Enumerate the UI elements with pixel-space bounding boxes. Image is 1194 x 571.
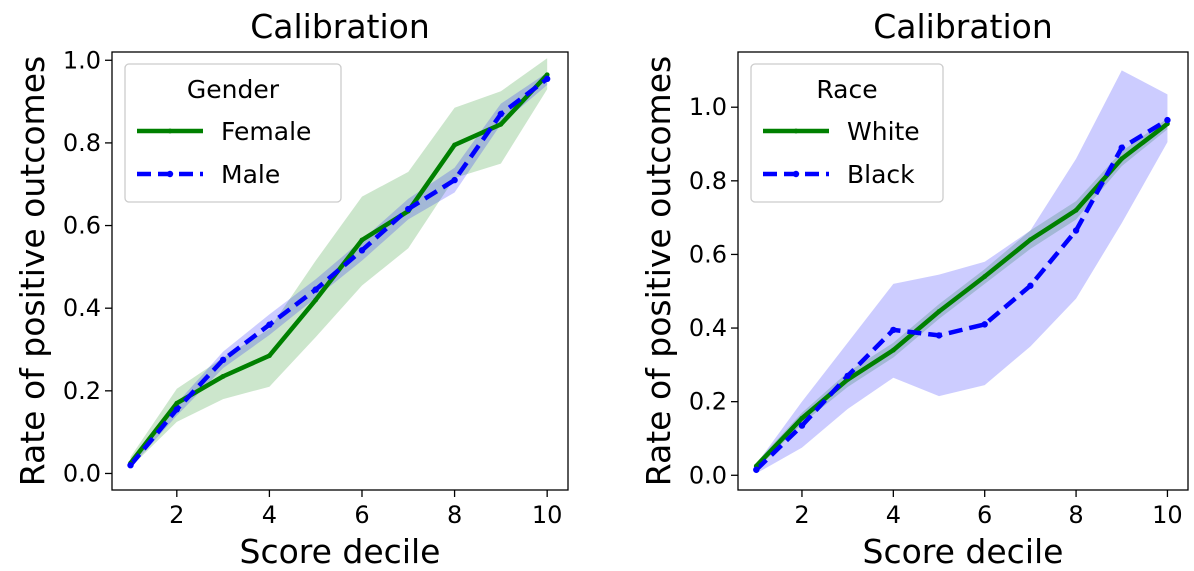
series-line-male [128, 77, 549, 467]
x-tick-label: 2 [169, 501, 184, 529]
data-point-female [452, 142, 457, 148]
data-point-male [358, 247, 366, 254]
data-point-male [451, 176, 458, 184]
data-point-black [798, 422, 806, 429]
x-tick-label: 4 [886, 501, 901, 529]
data-point-black [890, 326, 897, 334]
legend-box [124, 63, 342, 203]
legend-marker-male [166, 170, 174, 178]
plot-frame [737, 51, 1189, 491]
data-point-male [405, 205, 412, 213]
data-point-black [753, 466, 760, 473]
data-point-female [313, 297, 319, 303]
y-tick-label: 0.4 [689, 314, 727, 342]
chart-title: Calibration [250, 7, 430, 46]
y-tick-label: 0.4 [63, 294, 101, 322]
legend-title: Race [816, 75, 877, 104]
series-line-black [754, 118, 1169, 472]
data-point-white [890, 347, 896, 353]
data-point-white [982, 274, 988, 279]
data-point-male [219, 356, 227, 364]
x-tick-label: 8 [1068, 501, 1083, 529]
x-tick-label: 4 [262, 501, 277, 529]
legend: Gender Female Male [124, 63, 342, 203]
x-tick-label: 2 [794, 501, 809, 529]
data-point-male [173, 406, 181, 413]
y-tick-label: 0.2 [689, 388, 727, 416]
x-axis-label: Score decile [863, 532, 1064, 571]
data-point-white [1027, 237, 1033, 243]
data-point-female [359, 237, 365, 243]
y-tick-label: 0.8 [689, 167, 727, 195]
x-tick-label: 10 [532, 501, 563, 529]
x-tick-label: 10 [1152, 501, 1183, 529]
data-point-female [267, 353, 272, 359]
x-tick-label: 6 [354, 501, 369, 529]
y-axis-label: Rate of positive outcomes [13, 56, 52, 486]
data-point-black [1118, 144, 1125, 151]
data-point-white [1073, 207, 1079, 213]
data-point-black [981, 321, 988, 328]
gender-calibration-chart: 2 4 6 8 10 0.0 0.2 0.4 0.6 0.8 1.0 Calibration Sco… [13, 7, 569, 571]
y-tick-label: 0.0 [689, 461, 727, 489]
chart-title: Calibration [873, 7, 1053, 46]
data-point-male [266, 321, 273, 328]
y-tick-label: 1.0 [689, 93, 727, 121]
y-tick-label: 0.2 [63, 377, 101, 405]
data-point-male [127, 462, 134, 469]
x-tick-label: 8 [447, 501, 462, 529]
x-tick-label: 6 [977, 501, 992, 529]
y-tick-label: 0.8 [63, 129, 101, 157]
legend-marker-black [792, 170, 800, 178]
x-axis-label: Score decile [240, 532, 441, 571]
data-point-black [1027, 282, 1034, 289]
y-tick-label: 0.6 [689, 240, 727, 268]
data-point-male [312, 286, 319, 293]
legend-marker-female [167, 128, 173, 134]
data-point-black [1072, 227, 1080, 234]
data-point-female [498, 121, 504, 127]
legend: Race White Black [750, 63, 944, 203]
legend-label-male: Male [221, 160, 280, 189]
data-point-black [844, 372, 851, 380]
data-point-white [936, 309, 942, 314]
data-point-black [1164, 116, 1171, 124]
data-point-male [543, 75, 551, 83]
data-point-white [1119, 156, 1125, 162]
y-tick-label: 1.0 [63, 46, 101, 74]
legend-label-white: White [847, 117, 920, 146]
data-point-female [220, 373, 226, 379]
y-tick-label: 0.6 [63, 212, 101, 240]
data-point-female [174, 400, 180, 406]
legend-label-black: Black [847, 160, 915, 189]
legend-label-female: Female [221, 117, 311, 146]
data-point-male [497, 110, 505, 118]
race-calibration-chart: 2 4 6 8 10 0.0 0.2 0.4 0.6 0.8 1.0 Calibration Sco… [639, 7, 1189, 571]
data-point-white [799, 415, 805, 421]
data-point-black [935, 332, 943, 339]
legend-box [750, 63, 944, 203]
plot-frame [111, 51, 569, 491]
legend-marker-white [793, 128, 799, 134]
legend-title: Gender [187, 75, 280, 104]
y-tick-label: 0.0 [63, 459, 101, 487]
y-axis-label: Rate of positive outcomes [639, 56, 678, 486]
